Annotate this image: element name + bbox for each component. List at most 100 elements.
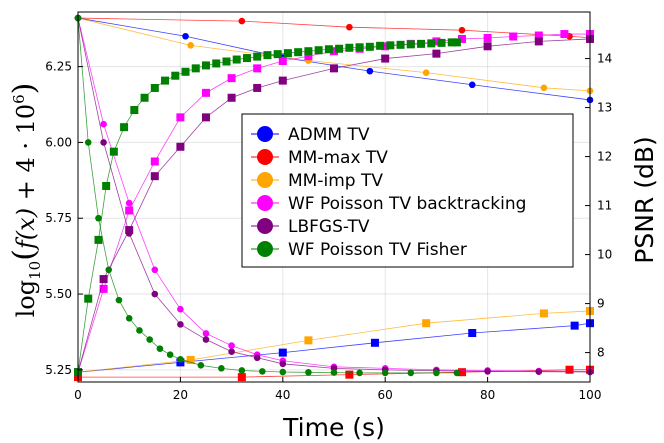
wf-poisson-tv-backtracking-objective-point [100, 120, 107, 128]
y-right-tick-label: 13 [597, 101, 612, 115]
wf-poisson-tv-backtracking-psnr-point [150, 157, 159, 166]
wf-poisson-tv-fisher-psnr-point [406, 40, 415, 49]
wf-poisson-tv-fisher-objective-point [136, 327, 143, 334]
x-tick-label: 0 [74, 388, 82, 402]
wf-poisson-tv-fisher-psnr-point [140, 93, 149, 102]
ylabel-open: ( [7, 249, 42, 261]
x-axis-title: Time (s) [282, 413, 385, 442]
wf-poisson-tv-fisher-objective-point [84, 139, 92, 146]
mm-max-tv-objective-point [346, 23, 353, 31]
wf-poisson-tv-fisher-psnr-point [181, 67, 190, 76]
legend-marker-lbfgs-tv [257, 218, 273, 234]
wf-poisson-tv-fisher-psnr-point [386, 41, 395, 50]
lbfgs-tv-objective-point [253, 354, 261, 362]
admm-tv-objective-point [366, 67, 374, 75]
wf-poisson-tv-fisher-objective-point [166, 351, 174, 359]
legend-marker-mm-imp-tv [257, 172, 273, 188]
wf-poisson-tv-backtracking-psnr-point [304, 52, 313, 61]
wf-poisson-tv-fisher-objective-point [177, 355, 184, 363]
wf-poisson-tv-fisher-psnr-point [304, 47, 313, 56]
y-left-tick-label: 5.75 [45, 211, 72, 225]
y-axis-right-title: PSNR (dB) [630, 136, 659, 264]
y-right-tick-label: 12 [597, 150, 612, 164]
x-tick-label: 100 [579, 388, 602, 402]
x-tick-label: 20 [173, 388, 188, 402]
lbfgs-tv-objective-point [100, 139, 107, 146]
wf-poisson-tv-fisher-psnr-point [161, 76, 170, 85]
wf-poisson-tv-fisher-psnr-point [253, 52, 262, 61]
mm-imp-tv-objective-point [422, 69, 430, 76]
wf-poisson-tv-fisher-psnr-point [365, 42, 374, 51]
admm-tv-objective-line [77, 17, 591, 101]
wf-poisson-tv-fisher-objective-point [156, 345, 164, 352]
wf-poisson-tv-fisher-psnr-point [130, 106, 139, 115]
legend-marker-mm-max-tv [257, 149, 273, 165]
ylabel-sup: 6 [10, 94, 28, 104]
mm-imp-tv-psnr-point [304, 336, 313, 345]
wf-poisson-tv-fisher-objective-point [330, 369, 338, 376]
wf-poisson-tv-fisher-objective-point [146, 336, 153, 343]
admm-tv-objective-point [182, 32, 189, 40]
x-tick-label: 40 [275, 388, 290, 402]
admm-tv-psnr-point [370, 338, 379, 347]
wf-poisson-tv-fisher-objective-point [197, 362, 205, 369]
lbfgs-tv-psnr-point [227, 93, 236, 102]
wf-poisson-tv-backtracking-psnr-point [278, 57, 287, 66]
legend-label-mm-imp-tv: MM-imp TV [288, 171, 383, 191]
mm-imp-tv-objective-line [77, 17, 591, 92]
wf-poisson-tv-backtracking-psnr-point [381, 42, 390, 51]
wf-poisson-tv-backtracking-psnr-point [227, 74, 236, 83]
wf-poisson-tv-backtracking-objective-point [151, 266, 159, 274]
y-left-tick-label: 6.00 [45, 135, 72, 149]
mm-max-tv-objective-line [77, 17, 591, 39]
wf-poisson-tv-fisher-psnr-point [314, 46, 323, 55]
mm-imp-tv-objective-point [540, 84, 548, 92]
wf-poisson-tv-fisher-psnr-point [212, 59, 221, 68]
wf-poisson-tv-fisher-objective-point [305, 368, 312, 376]
wf-poisson-tv-fisher-psnr-point [263, 51, 272, 60]
legend-label-wf-poisson-tv-backtracking: WF Poisson TV backtracking [288, 194, 526, 214]
wf-poisson-tv-fisher-objective-point [115, 296, 123, 304]
svg-text:log10(f(x) + 4 · 106): log10(f(x) + 4 · 106) [7, 83, 44, 318]
y-right-tick-label: 10 [597, 248, 612, 262]
wf-poisson-tv-fisher-psnr-point [222, 57, 231, 66]
lbfgs-tv-objective-point [279, 360, 287, 368]
y-left-tick-label: 5.50 [45, 287, 72, 301]
wf-poisson-tv-fisher-objective-point [218, 365, 225, 372]
wf-poisson-tv-fisher-objective-point [407, 369, 415, 377]
legend-label-lbfgs-tv: LBFGS-TV [288, 217, 370, 237]
wf-poisson-tv-fisher-psnr-point [283, 49, 292, 58]
wf-poisson-tv-fisher-psnr-point [376, 41, 385, 50]
wf-poisson-tv-backtracking-psnr-point [125, 206, 134, 215]
y-right-tick-label: 11 [597, 199, 612, 213]
wf-poisson-tv-backtracking-psnr-point [458, 34, 466, 43]
wf-poisson-tv-fisher-objective-point [453, 369, 461, 377]
wf-poisson-tv-fisher-objective-point [238, 367, 246, 374]
wf-poisson-tv-fisher-psnr-point [417, 39, 426, 48]
wf-poisson-tv-backtracking-psnr-point [99, 284, 108, 293]
legend-label-mm-max-tv: MM-max TV [288, 148, 388, 168]
series-wf-poisson-tv-fisher [74, 14, 461, 377]
x-tick-label: 80 [480, 388, 495, 402]
axes: 0 20 40 60 80 100 5.25 5.50 5.75 6.00 6.25 8 9 10 11 12… [45, 52, 612, 402]
ylabel-plus: + 4 · 10 [12, 104, 40, 208]
wf-poisson-tv-backtracking-objective-point [202, 330, 210, 337]
wf-poisson-tv-fisher-psnr-point [94, 235, 103, 244]
wf-poisson-tv-fisher-psnr-point [150, 83, 159, 92]
lbfgs-tv-objective-point [228, 348, 235, 355]
ylabel-log: log [12, 280, 40, 318]
wf-poisson-tv-fisher-psnr-point [109, 147, 118, 156]
admm-tv-psnr-point [278, 348, 287, 357]
wf-poisson-tv-fisher-psnr-point [345, 43, 354, 52]
ylabel-fx: f(x) [12, 208, 40, 251]
lbfgs-tv-psnr-point [202, 113, 210, 122]
lbfgs-tv-objective-point [484, 368, 491, 375]
lbfgs-tv-objective-point [151, 290, 159, 298]
lbfgs-tv-psnr-point [381, 54, 390, 63]
x-tick-label: 60 [378, 388, 393, 402]
wf-poisson-tv-fisher-psnr-point [335, 44, 344, 53]
wf-poisson-tv-backtracking-psnr-point [432, 37, 441, 46]
mm-imp-tv-psnr-line [77, 310, 591, 373]
